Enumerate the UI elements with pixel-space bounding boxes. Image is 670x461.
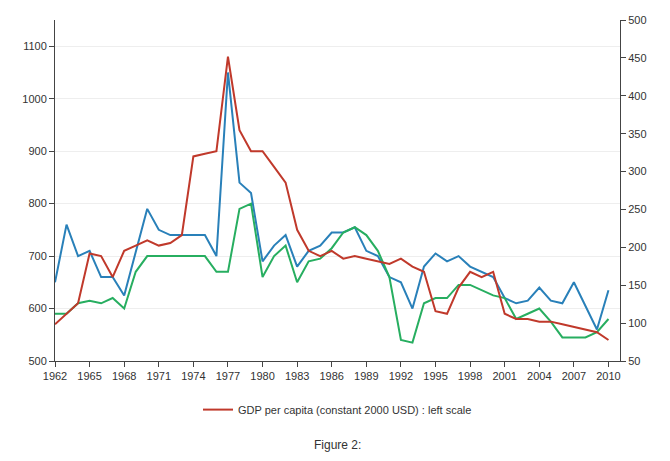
svg-text:1968: 1968	[112, 370, 136, 382]
svg-text:800: 800	[28, 197, 46, 209]
svg-text:1971: 1971	[147, 370, 171, 382]
svg-text:400: 400	[628, 90, 646, 102]
svg-text:1995: 1995	[423, 370, 447, 382]
svg-text:1989: 1989	[354, 370, 378, 382]
svg-text:1986: 1986	[319, 370, 343, 382]
svg-text:1100: 1100	[23, 40, 47, 52]
svg-text:1983: 1983	[285, 370, 309, 382]
svg-text:GDP per capita (constant 2000: GDP per capita (constant 2000 USD) : lef…	[238, 404, 471, 416]
svg-text:1000: 1000	[22, 93, 46, 105]
svg-text:300: 300	[628, 165, 646, 177]
svg-text:2010: 2010	[596, 370, 620, 382]
svg-text:1965: 1965	[77, 370, 101, 382]
svg-text:1980: 1980	[250, 370, 274, 382]
svg-text:200: 200	[628, 241, 646, 253]
svg-text:100: 100	[628, 317, 646, 329]
svg-text:1998: 1998	[458, 370, 482, 382]
svg-text:50: 50	[628, 355, 640, 367]
svg-text:250: 250	[628, 203, 646, 215]
svg-text:700: 700	[28, 250, 46, 262]
svg-text:Figure 2:: Figure 2:	[314, 438, 361, 452]
svg-text:2004: 2004	[527, 370, 551, 382]
svg-text:900: 900	[28, 145, 46, 157]
svg-text:600: 600	[28, 302, 46, 314]
svg-text:500: 500	[28, 355, 46, 367]
svg-text:1962: 1962	[43, 370, 67, 382]
svg-text:450: 450	[628, 52, 646, 64]
svg-text:2007: 2007	[562, 370, 586, 382]
svg-text:1974: 1974	[181, 370, 205, 382]
svg-text:2001: 2001	[492, 370, 516, 382]
svg-text:350: 350	[628, 128, 646, 140]
svg-text:1992: 1992	[389, 370, 413, 382]
svg-text:500: 500	[628, 14, 646, 26]
svg-text:1977: 1977	[216, 370, 240, 382]
svg-text:150: 150	[628, 279, 646, 291]
